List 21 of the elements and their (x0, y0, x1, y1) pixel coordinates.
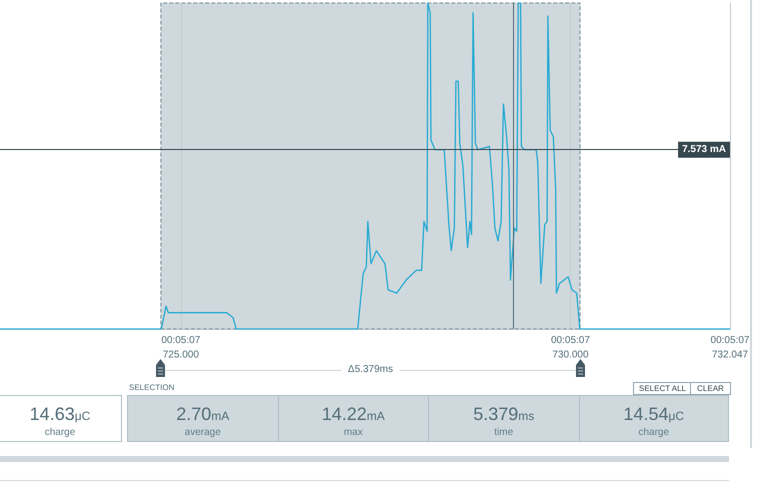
text: 14.63μC (28, 404, 92, 425)
text: 2.70mA (175, 404, 230, 425)
x-tick-label: 725.000 (162, 350, 200, 360)
text: max (342, 427, 364, 438)
text: CLEAR (690, 382, 731, 395)
x-tick-label: 732.047 (712, 350, 749, 360)
text: SELECT ALL (633, 382, 692, 395)
text: 00:05:07 (710, 335, 750, 346)
x-tick-label: 730.000 (552, 350, 589, 360)
text: average (184, 427, 222, 438)
text: time (493, 427, 514, 438)
text: charge (44, 427, 76, 438)
text: 14.54μC (622, 404, 686, 425)
text: SELECTION (129, 383, 174, 392)
ref-line-label: 7.573 mA (682, 144, 726, 156)
text: 00:05:07 (161, 335, 200, 346)
band-label: Δ5.379ms (342, 364, 399, 375)
text: 14.22mA (320, 404, 386, 425)
text: charge (637, 427, 670, 438)
text: 00:05:07 (551, 335, 590, 346)
text: 5.379ms (472, 404, 536, 425)
